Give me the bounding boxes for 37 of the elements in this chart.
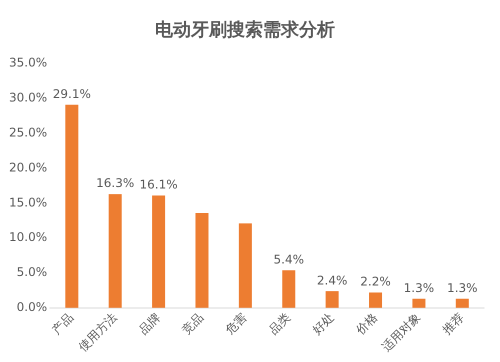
bar [108,194,122,308]
y-tick-label: 20.0% [8,160,48,174]
x-tick-label: 竞品 [179,310,206,338]
bar [152,196,166,308]
bar [195,212,208,308]
x-tick-label: 好处 [310,310,336,338]
data-label: 16.1% [140,178,178,192]
data-label: 1.3% [404,280,434,295]
x-tick-label: 使用方法 [76,310,120,354]
data-label: 16.3% [96,176,134,190]
bar [238,223,252,308]
y-tick-label: 10.0% [8,230,48,244]
x-tick-label: 适用对象 [379,310,424,354]
y-tick-label: 0.0% [16,300,48,314]
x-tick-label: 推荐 [440,310,467,338]
y-tick-label: 15.0% [8,195,48,210]
bar [369,292,382,308]
bar [456,298,469,308]
bar [326,291,339,308]
y-tick-label: 35.0% [8,56,48,70]
chart-title: 电动牙刷搜索需求分析 [155,19,335,40]
bar [65,104,78,308]
x-tick-label: 品类 [266,310,294,338]
x-tick-label: 价格 [352,310,380,338]
x-tick-label: 品牌 [136,310,163,338]
y-tick-label: 30.0% [8,90,48,105]
bar [282,270,296,308]
data-label: 5.4% [274,252,304,266]
x-tick-label: 危害 [222,310,250,338]
bar [412,298,426,308]
data-label: 29.1% [52,86,91,101]
x-tick-label: 产品 [49,310,76,338]
y-tick-label: 5.0% [16,265,48,280]
data-label: 2.2% [360,274,391,289]
data-label: 2.4% [316,273,348,288]
data-label: 1.3% [447,280,478,295]
y-tick-label: 25.0% [8,126,48,140]
